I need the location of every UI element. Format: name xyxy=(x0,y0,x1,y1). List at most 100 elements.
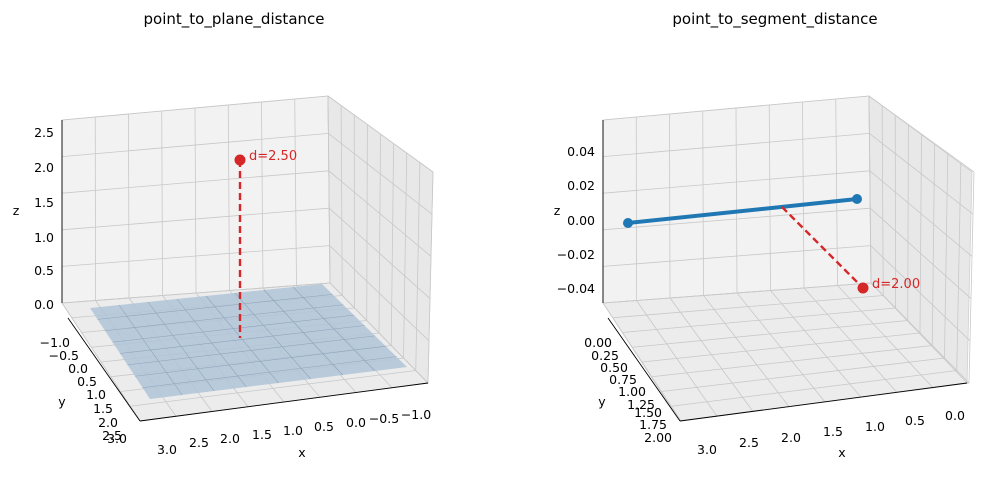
grid-line xyxy=(868,95,975,173)
grid-line xyxy=(956,162,962,371)
grid-line xyxy=(881,105,884,296)
x-tick-label: 2.0 xyxy=(781,430,801,445)
grid-line xyxy=(128,113,130,299)
grid-line xyxy=(868,95,872,284)
x-ticks: 3.0 2.5 2.0 1.5 1.0 0.5 0.0 −0.5 −1.0 xyxy=(157,407,431,457)
z-ticks: 0.04 0.02 0.00 −0.02 −0.04 xyxy=(557,144,595,296)
x-tick-label: 1.0 xyxy=(865,419,885,434)
grid-line xyxy=(661,357,945,392)
z-tick-label: 2.5 xyxy=(34,125,54,140)
grid-line xyxy=(329,245,430,342)
y-tick-label: 2.00 xyxy=(644,430,672,445)
x-tick-label: 3.0 xyxy=(697,442,717,457)
x-axis-label: x xyxy=(838,445,845,460)
x-tick-label: −1.0 xyxy=(401,407,431,422)
distance-label: d=2.00 xyxy=(872,277,920,292)
y-tick-label: 2.0 xyxy=(98,415,118,430)
x-tick-label: 1.5 xyxy=(823,424,843,439)
grid-line xyxy=(671,370,957,407)
grid-line xyxy=(931,143,936,346)
grid-line xyxy=(366,124,368,321)
grid-lines xyxy=(602,95,975,422)
grid-line xyxy=(234,292,311,380)
x-axis-line xyxy=(679,382,968,422)
grid-line xyxy=(870,245,971,342)
grid-line xyxy=(327,95,331,284)
grid-line xyxy=(292,286,376,372)
x-tick-label: 2.0 xyxy=(220,431,240,446)
grid-line xyxy=(944,152,949,359)
segment-end-point xyxy=(852,194,862,204)
grid-line xyxy=(263,289,343,376)
x-tick-label: 1.0 xyxy=(283,423,303,438)
z-tick-label: 1.5 xyxy=(34,195,54,210)
x-tick-label: 2.5 xyxy=(189,435,209,450)
grid-line xyxy=(641,332,921,363)
grid-line xyxy=(919,133,922,334)
grid-line xyxy=(602,245,871,267)
z-tick-label: −0.02 xyxy=(557,247,595,262)
grid-line xyxy=(161,110,163,296)
grid-line xyxy=(130,370,416,407)
grid-line xyxy=(602,207,871,231)
grid-line xyxy=(61,207,330,231)
y-ticks: 0.00 0.25 0.50 0.75 1.00 1.25 1.50 1.75 … xyxy=(584,335,672,445)
grid-line xyxy=(835,98,838,286)
z-tick-label: 0.04 xyxy=(567,144,595,159)
y-tick-label: 1.0 xyxy=(86,387,106,402)
panel-point-to-segment: point_to_segment_distance d=2.00 0.04 0.… xyxy=(554,10,975,460)
grid-line xyxy=(907,124,909,321)
x-tick-label: 2.5 xyxy=(739,435,759,450)
y-tick-label: 1.00 xyxy=(618,384,646,399)
grid-line xyxy=(768,104,771,291)
grid-line xyxy=(294,98,297,286)
grid-line xyxy=(602,282,872,304)
grid-line xyxy=(869,207,972,299)
grid-line xyxy=(328,207,431,299)
chart-title: point_to_segment_distance xyxy=(672,10,877,29)
x-ticks: 3.0 2.5 2.0 1.5 1.0 0.5 0.0 xyxy=(697,408,965,457)
z-tick-label: 0.02 xyxy=(567,178,595,193)
y-tick-label: 1.75 xyxy=(639,417,667,432)
y-tick-label: −0.5 xyxy=(49,348,79,363)
z-tick-label: 0.00 xyxy=(567,213,595,228)
y-tick-label: −1.0 xyxy=(40,335,70,350)
y-tick-label: 1.5 xyxy=(93,401,113,416)
x-tick-label: −0.5 xyxy=(369,411,399,426)
grid-line xyxy=(194,107,197,294)
y-tick-label: 0.5 xyxy=(77,374,97,389)
grid-line xyxy=(327,95,434,173)
grid-line xyxy=(427,171,434,384)
distance-label: d=2.50 xyxy=(249,149,297,164)
grid-line xyxy=(227,104,230,291)
y-axis-line xyxy=(67,317,141,422)
z-tick-label: 2.0 xyxy=(34,160,54,175)
grid-line xyxy=(669,113,671,299)
grid-line xyxy=(735,107,738,294)
distance-line xyxy=(781,206,864,289)
grid-line xyxy=(612,295,884,319)
grid-line xyxy=(403,152,408,359)
grid-line xyxy=(390,143,395,346)
grid-line xyxy=(622,307,896,333)
grid-line xyxy=(632,320,908,348)
grid-line xyxy=(602,170,870,194)
y-tick-label: 3.0 xyxy=(107,431,127,446)
y-tick-label: 2.5 xyxy=(102,428,122,443)
grid-line xyxy=(142,356,397,388)
z-tick-label: 0.0 xyxy=(34,297,54,312)
y-tick-label: 0.0 xyxy=(68,361,88,376)
z-axis-label: z xyxy=(13,203,20,218)
grid-line xyxy=(702,110,704,296)
panel-point-to-plane: point_to_plane_distance d=2.50 0.0 0.5 1… xyxy=(13,10,434,460)
grid-line xyxy=(328,133,433,215)
y-tick-label: 1.50 xyxy=(634,405,662,420)
z-tick-label: −0.04 xyxy=(557,281,595,296)
segment-line xyxy=(627,197,858,225)
grid-line xyxy=(651,345,933,378)
x-tick-label: 0.0 xyxy=(346,415,366,430)
y-axis-line xyxy=(607,317,681,422)
segment-start-point xyxy=(623,218,633,228)
z-ticks: 0.0 0.5 1.0 1.5 2.0 2.5 xyxy=(34,125,54,312)
